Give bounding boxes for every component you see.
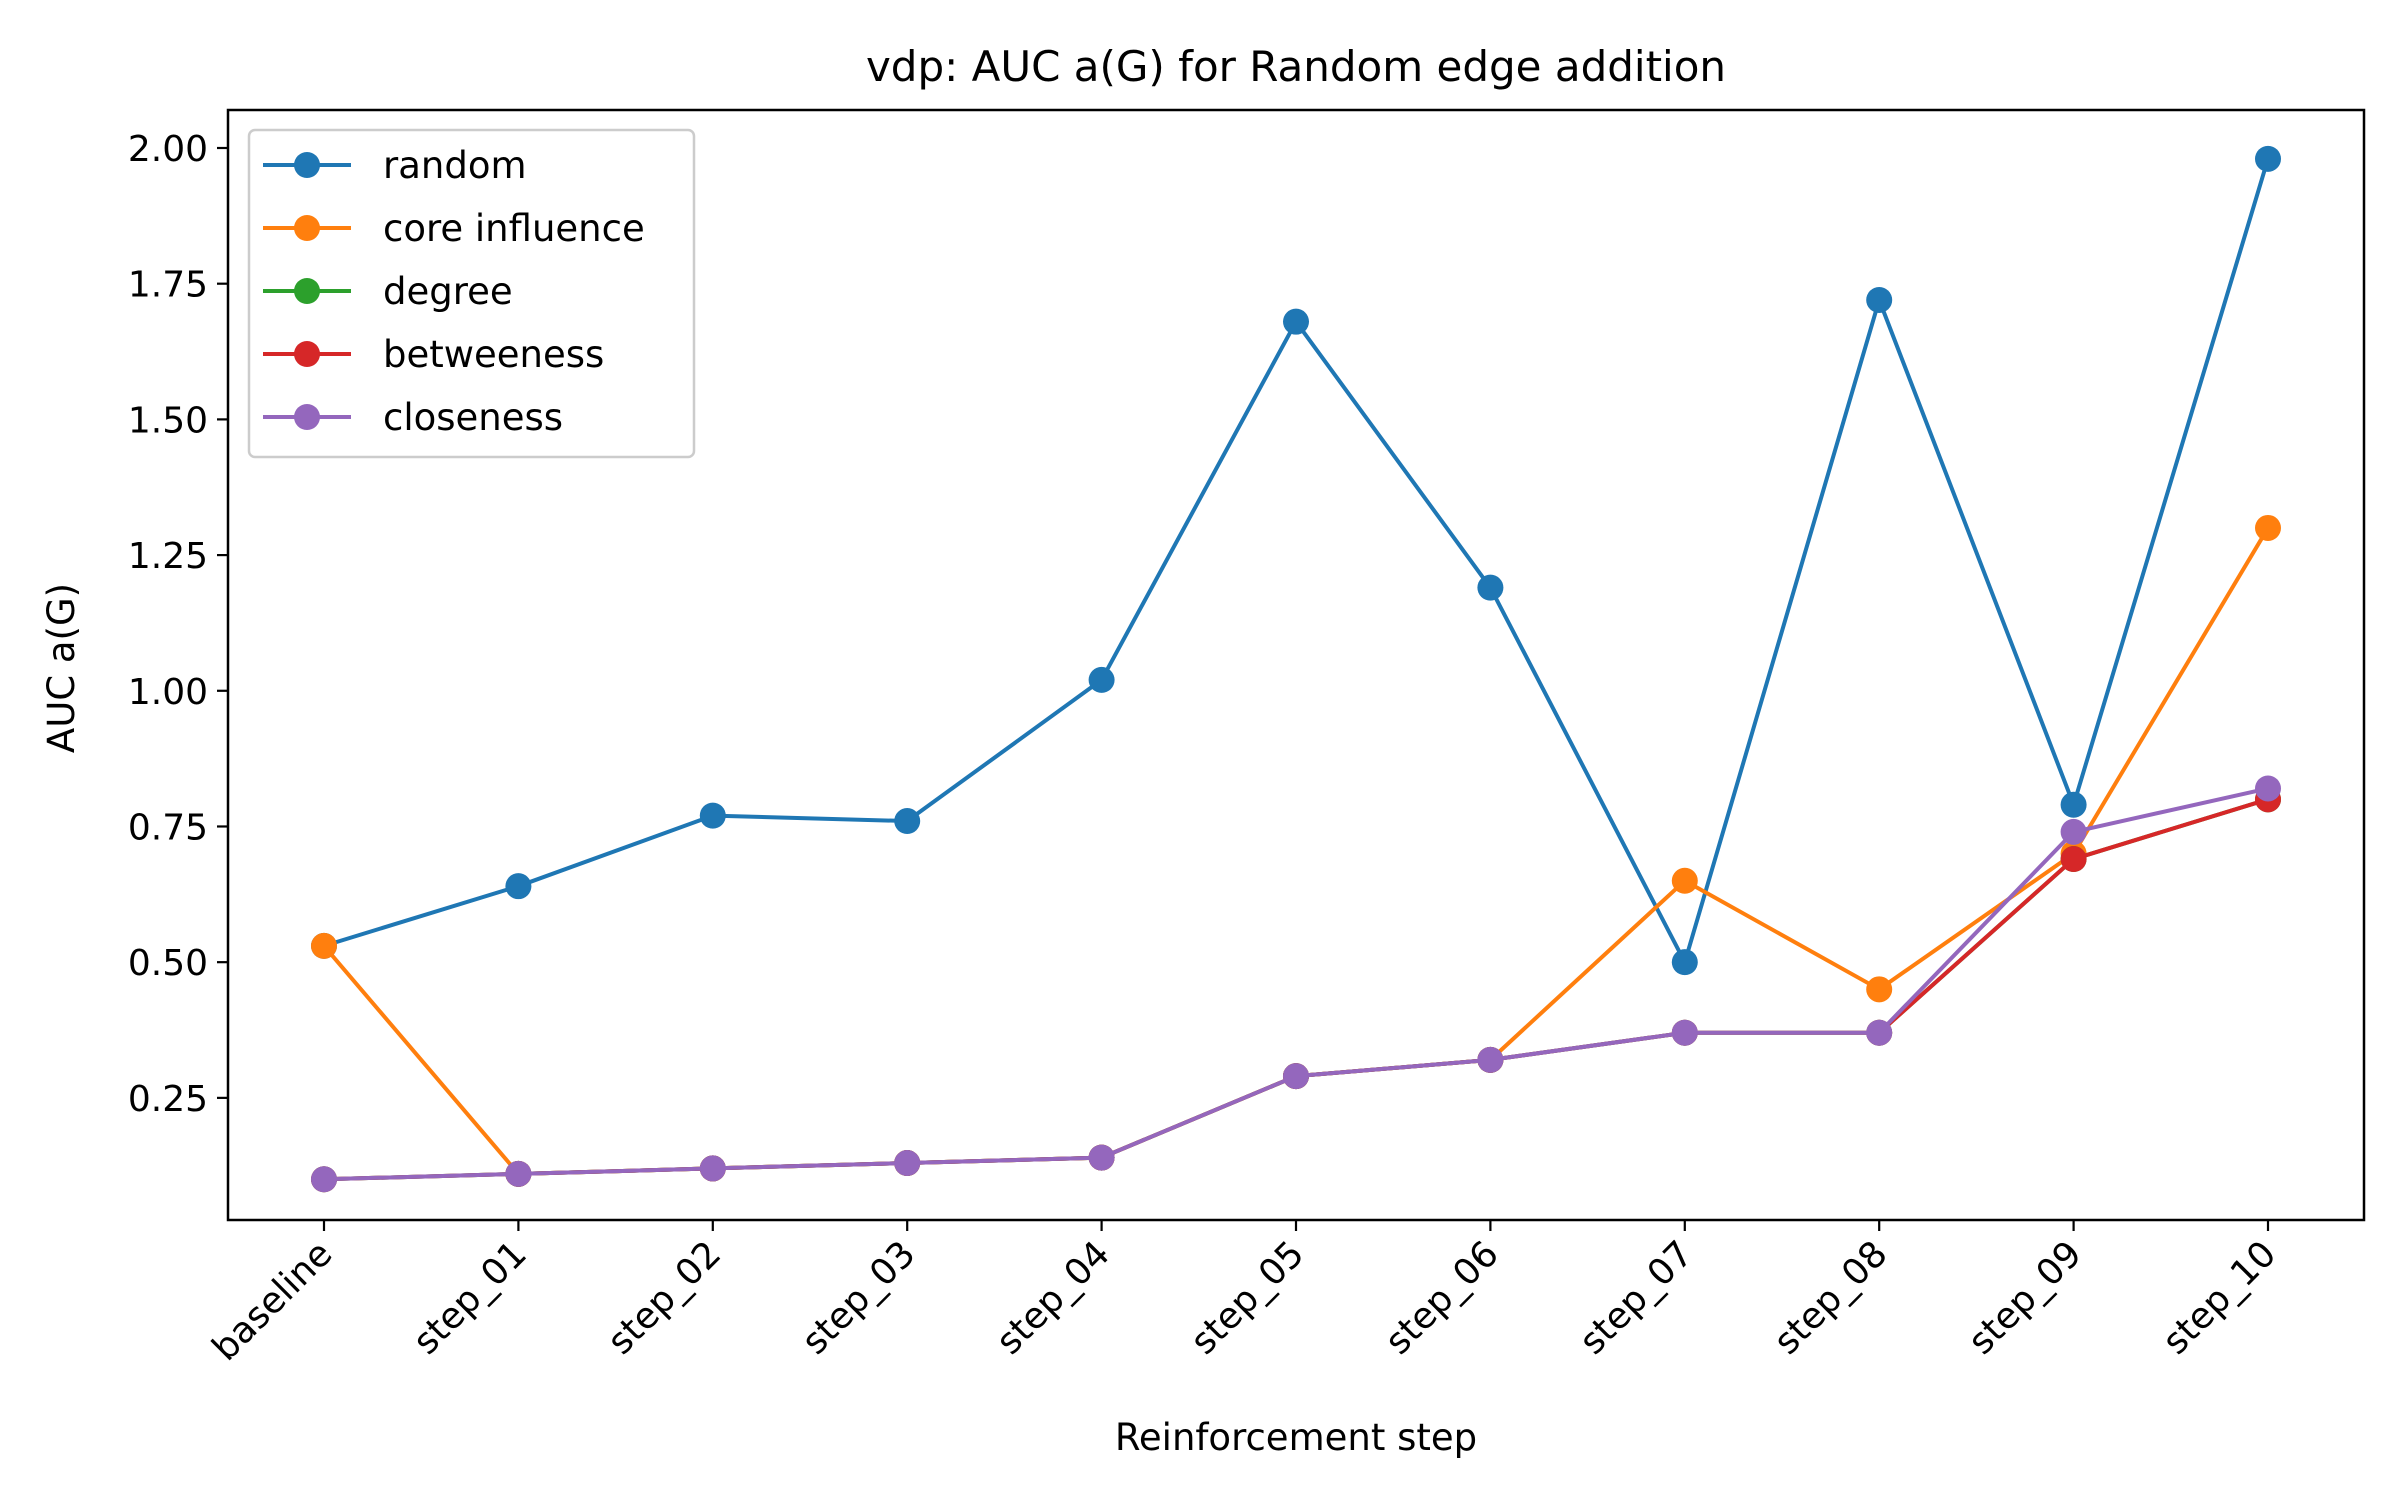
chart-title: vdp: AUC a(G) for Random edge addition [866,42,1726,91]
legend-swatch-marker [294,152,320,178]
data-point [1088,666,1115,693]
legend-swatch-marker [294,341,320,367]
y-tick-label: 1.25 [128,536,208,577]
data-point [1671,867,1698,894]
series-layer [311,145,2281,1193]
y-tick-label: 0.50 [128,943,208,984]
data-point [2060,846,2087,873]
data-point [2255,145,2281,172]
data-point [2060,791,2087,818]
x-axis-label: Reinforcement step [1115,1416,1477,1459]
data-point [1477,574,1504,601]
data-point [894,808,921,835]
data-point [1866,286,1893,313]
data-point [1477,1046,1504,1073]
data-point [1088,1144,1115,1171]
y-tick-label: 2.00 [128,129,208,170]
legend-label: degree [383,270,513,313]
legend-swatch-marker [294,404,320,430]
legend-swatch-marker [294,278,320,304]
data-point [1671,949,1698,976]
data-point [1283,308,1309,335]
legend-label: random [383,144,527,187]
legend-label: betweeness [383,333,604,376]
data-point [1866,976,1893,1003]
data-point [699,802,726,829]
data-point [505,873,532,900]
legend-box [247,128,696,459]
data-point [2060,818,2087,845]
data-point [311,1166,337,1193]
y-tick-label: 0.75 [128,807,208,848]
plot-area-frame [226,108,2366,1222]
y-axis-label: AUC a(G) [40,583,83,753]
y-tick-label: 1.00 [128,672,208,713]
data-point [1866,1019,1893,1046]
legend-label: closeness [383,396,563,439]
data-point [1283,1063,1309,1090]
y-tick-label: 0.25 [128,1079,208,1120]
data-point [1671,1019,1698,1046]
data-point [2255,775,2281,802]
data-point [311,932,337,959]
legend-label: core influence [383,207,645,250]
data-point [505,1160,532,1187]
legend: random core influence degree betweeness clos… [247,128,696,459]
y-tick-label: 1.50 [128,400,208,441]
y-tick-label: 1.75 [128,265,208,306]
data-point [699,1155,726,1182]
data-point [894,1150,921,1177]
legend-swatch-marker [294,215,320,241]
data-point [2255,514,2281,541]
